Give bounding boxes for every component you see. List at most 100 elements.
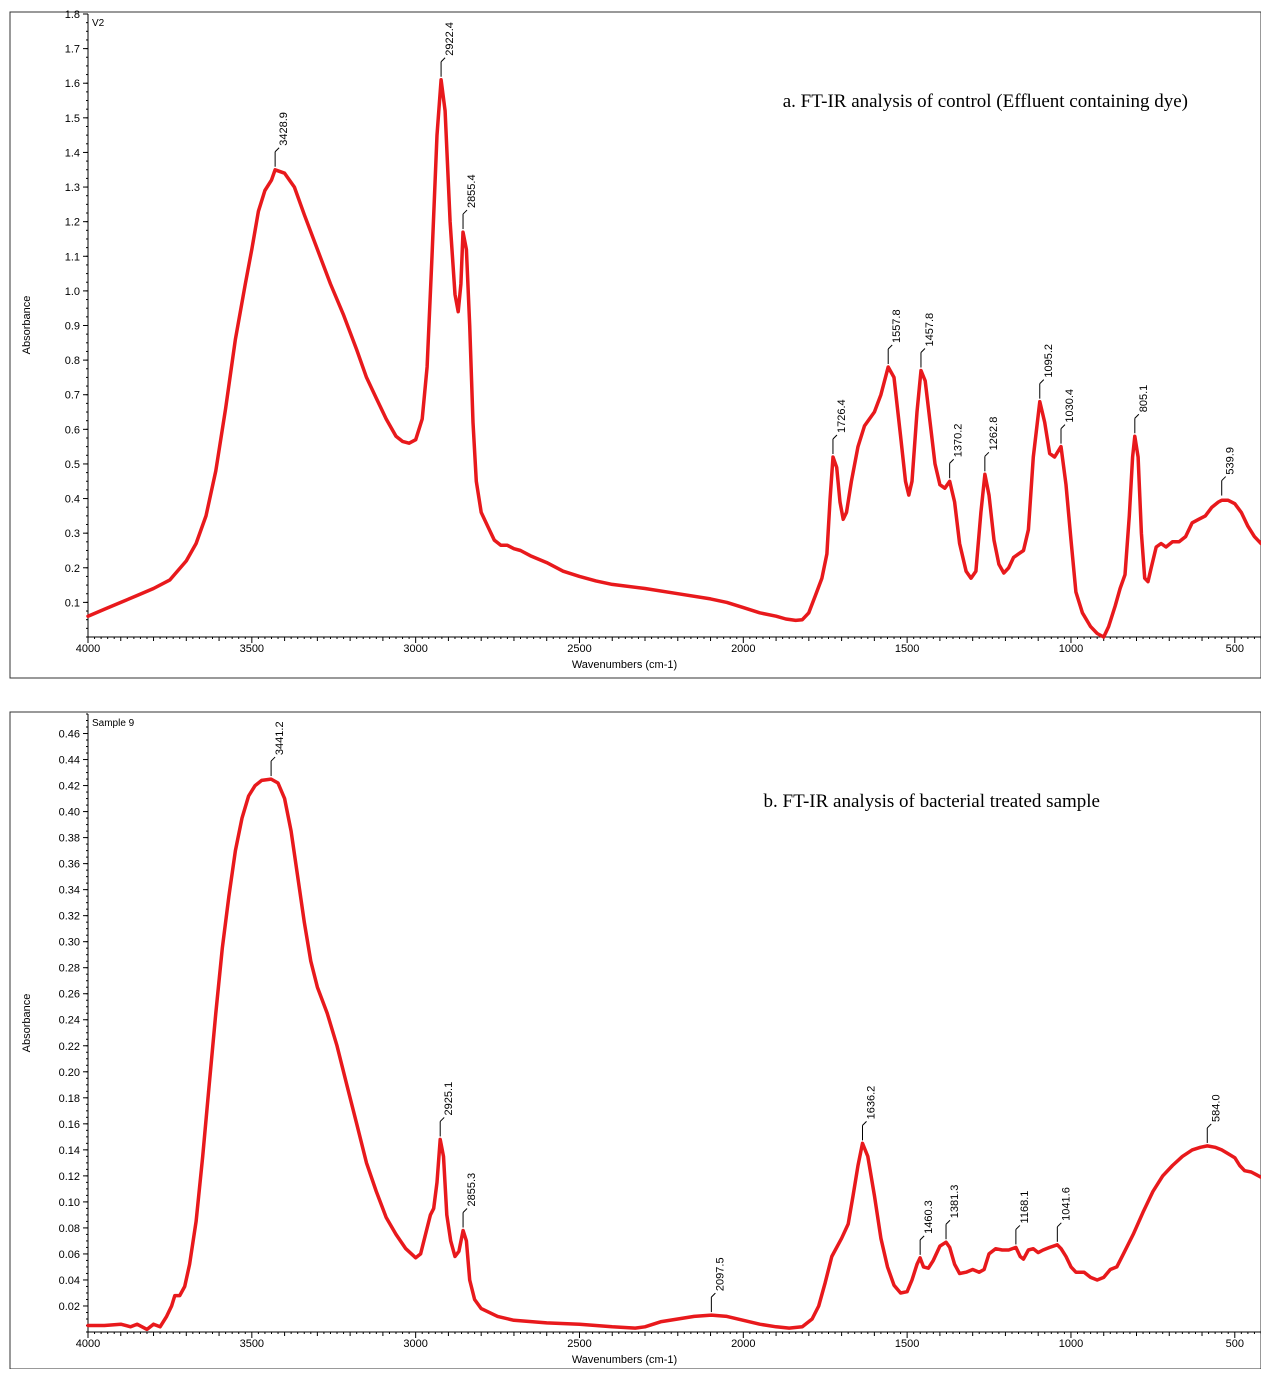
peak-leader-line	[462, 209, 468, 215]
peak-leader-line	[1039, 379, 1045, 384]
y-tick-label: 0.6	[65, 424, 80, 436]
peak-leader-line	[1060, 424, 1066, 429]
y-tick-label: 0.30	[59, 937, 80, 949]
peak-label: 1457.8	[924, 313, 936, 347]
peak-leader-line	[919, 1235, 925, 1241]
y-axis-title: Absorbance	[21, 994, 33, 1053]
y-tick-label: 1.3	[65, 182, 80, 194]
peak-label: 2097.5	[714, 1257, 726, 1291]
y-tick-label: 0.26	[59, 989, 80, 1001]
chart-panel-a: 0.1 0.2 0.3 0.4 0.5 0.6 0.7 0.8 0.9 1.0 1.1 1.2 1.3 1…	[9, 9, 1261, 679]
x-axis-title: Wavenumbers (cm-1)	[572, 659, 677, 671]
y-tick-label: 0.12	[59, 1171, 80, 1183]
peak-label: 3428.9	[278, 112, 290, 146]
peak-label: 584.0	[1210, 1094, 1222, 1122]
x-tick-label: 1000	[1059, 1338, 1083, 1350]
y-tick-label: 0.44	[59, 755, 80, 767]
y-tick-label: 0.20	[59, 1067, 80, 1079]
peak-leader-line	[1206, 1123, 1212, 1129]
x-tick-label: 1000	[1059, 643, 1083, 655]
peak-leader-line	[945, 1219, 951, 1225]
peak-leader-line	[270, 756, 276, 762]
peak-label: 1381.3	[949, 1185, 961, 1219]
y-tick-label: 0.06	[59, 1249, 80, 1261]
peak-leader-line	[832, 434, 838, 440]
x-tick-label: 3000	[403, 1338, 427, 1350]
peak-leader-line	[1056, 1222, 1062, 1228]
peak-label: 1726.4	[836, 399, 848, 433]
y-tick-label: 0.16	[59, 1119, 80, 1131]
y-tick-label: 1.7	[65, 44, 80, 56]
y-tick-label: 0.1	[65, 597, 80, 609]
peak-leader-line	[1134, 413, 1140, 419]
y-tick-label: 1.2	[65, 217, 80, 229]
chart-title: a. FT-IR analysis of control (Effluent c…	[783, 91, 1188, 112]
sample-label: V2	[92, 18, 105, 29]
peak-label: 1030.4	[1064, 389, 1076, 423]
chart-title: b. FT-IR analysis of bacterial treated s…	[764, 791, 1100, 812]
y-tick-label: 1.5	[65, 113, 80, 125]
y-tick-label: 0.40	[59, 807, 80, 819]
peak-leader-line	[920, 348, 926, 353]
x-axis-title: Wavenumbers (cm-1)	[572, 1354, 677, 1366]
x-tick-label: 3500	[240, 643, 264, 655]
peak-leader-line	[440, 57, 446, 63]
x-tick-label: 3000	[403, 643, 427, 655]
y-tick-label: 0.8	[65, 355, 80, 367]
peak-label: 1168.1	[1019, 1191, 1031, 1224]
y-tick-label: 1.4	[65, 147, 80, 159]
y-tick-label: 0.10	[59, 1197, 80, 1209]
peak-label: 2922.4	[444, 22, 456, 56]
y-tick-label: 0.18	[59, 1093, 80, 1105]
peak-leader-line	[439, 1117, 445, 1122]
peak-label: 1095.2	[1043, 344, 1055, 378]
peak-leader-line	[887, 344, 893, 350]
x-tick-label: 2000	[731, 643, 755, 655]
peak-leader-line	[949, 458, 955, 464]
y-tick-label: 1.8	[65, 9, 80, 21]
peak-leader-line	[711, 1292, 716, 1298]
y-tick-label: 1.6	[65, 78, 80, 90]
x-tick-label: 500	[1226, 643, 1244, 655]
y-tick-label: 0.2	[65, 563, 80, 575]
y-tick-label: 0.28	[59, 963, 80, 975]
peak-leader-line	[462, 1208, 468, 1213]
spectrum-line	[86, 78, 1261, 639]
peak-label: 1636.2	[866, 1086, 878, 1120]
peak-leader-line	[1015, 1225, 1021, 1230]
chart-panel-b: 0.02 0.04 0.06 0.08 0.10 0.12 0.14 0.16 0.18 0.20…	[9, 711, 1261, 1370]
peak-leader-line	[984, 451, 990, 457]
y-tick-label: 0.24	[59, 1015, 80, 1027]
y-tick-label: 1.1	[65, 251, 80, 263]
peak-label: 1370.2	[953, 424, 965, 458]
x-tick-label: 4000	[76, 643, 100, 655]
peak-label: 1262.8	[988, 417, 1000, 451]
peak-label: 1041.6	[1060, 1187, 1072, 1221]
peak-label: 1557.8	[891, 309, 903, 343]
x-tick-label: 2500	[567, 643, 591, 655]
y-tick-label: 0.38	[59, 833, 80, 845]
peak-leader-line	[862, 1120, 867, 1126]
sample-label: Sample 9	[92, 718, 135, 729]
y-tick-label: 0.42	[59, 781, 80, 793]
y-tick-label: 0.14	[59, 1145, 80, 1157]
y-tick-label: 0.5	[65, 459, 80, 471]
y-tick-label: 1.0	[65, 286, 80, 298]
y-tick-label: 0.04	[59, 1275, 80, 1287]
x-tick-label: 1500	[895, 1338, 919, 1350]
peak-label: 539.9	[1225, 447, 1237, 475]
x-tick-label: 2000	[731, 1338, 755, 1350]
y-tick-label: 0.4	[65, 494, 80, 506]
x-tick-label: 4000	[76, 1338, 100, 1350]
x-tick-label: 3500	[240, 1338, 264, 1350]
y-tick-label: 0.32	[59, 911, 80, 923]
x-tick-label: 1500	[895, 643, 919, 655]
spectrum-line	[86, 777, 1261, 1332]
y-axis-title: Absorbance	[21, 296, 33, 355]
y-tick-label: 0.36	[59, 859, 80, 871]
peak-label: 2925.1	[443, 1082, 455, 1116]
peak-label: 1460.3	[923, 1200, 935, 1234]
y-tick-label: 0.08	[59, 1223, 80, 1235]
